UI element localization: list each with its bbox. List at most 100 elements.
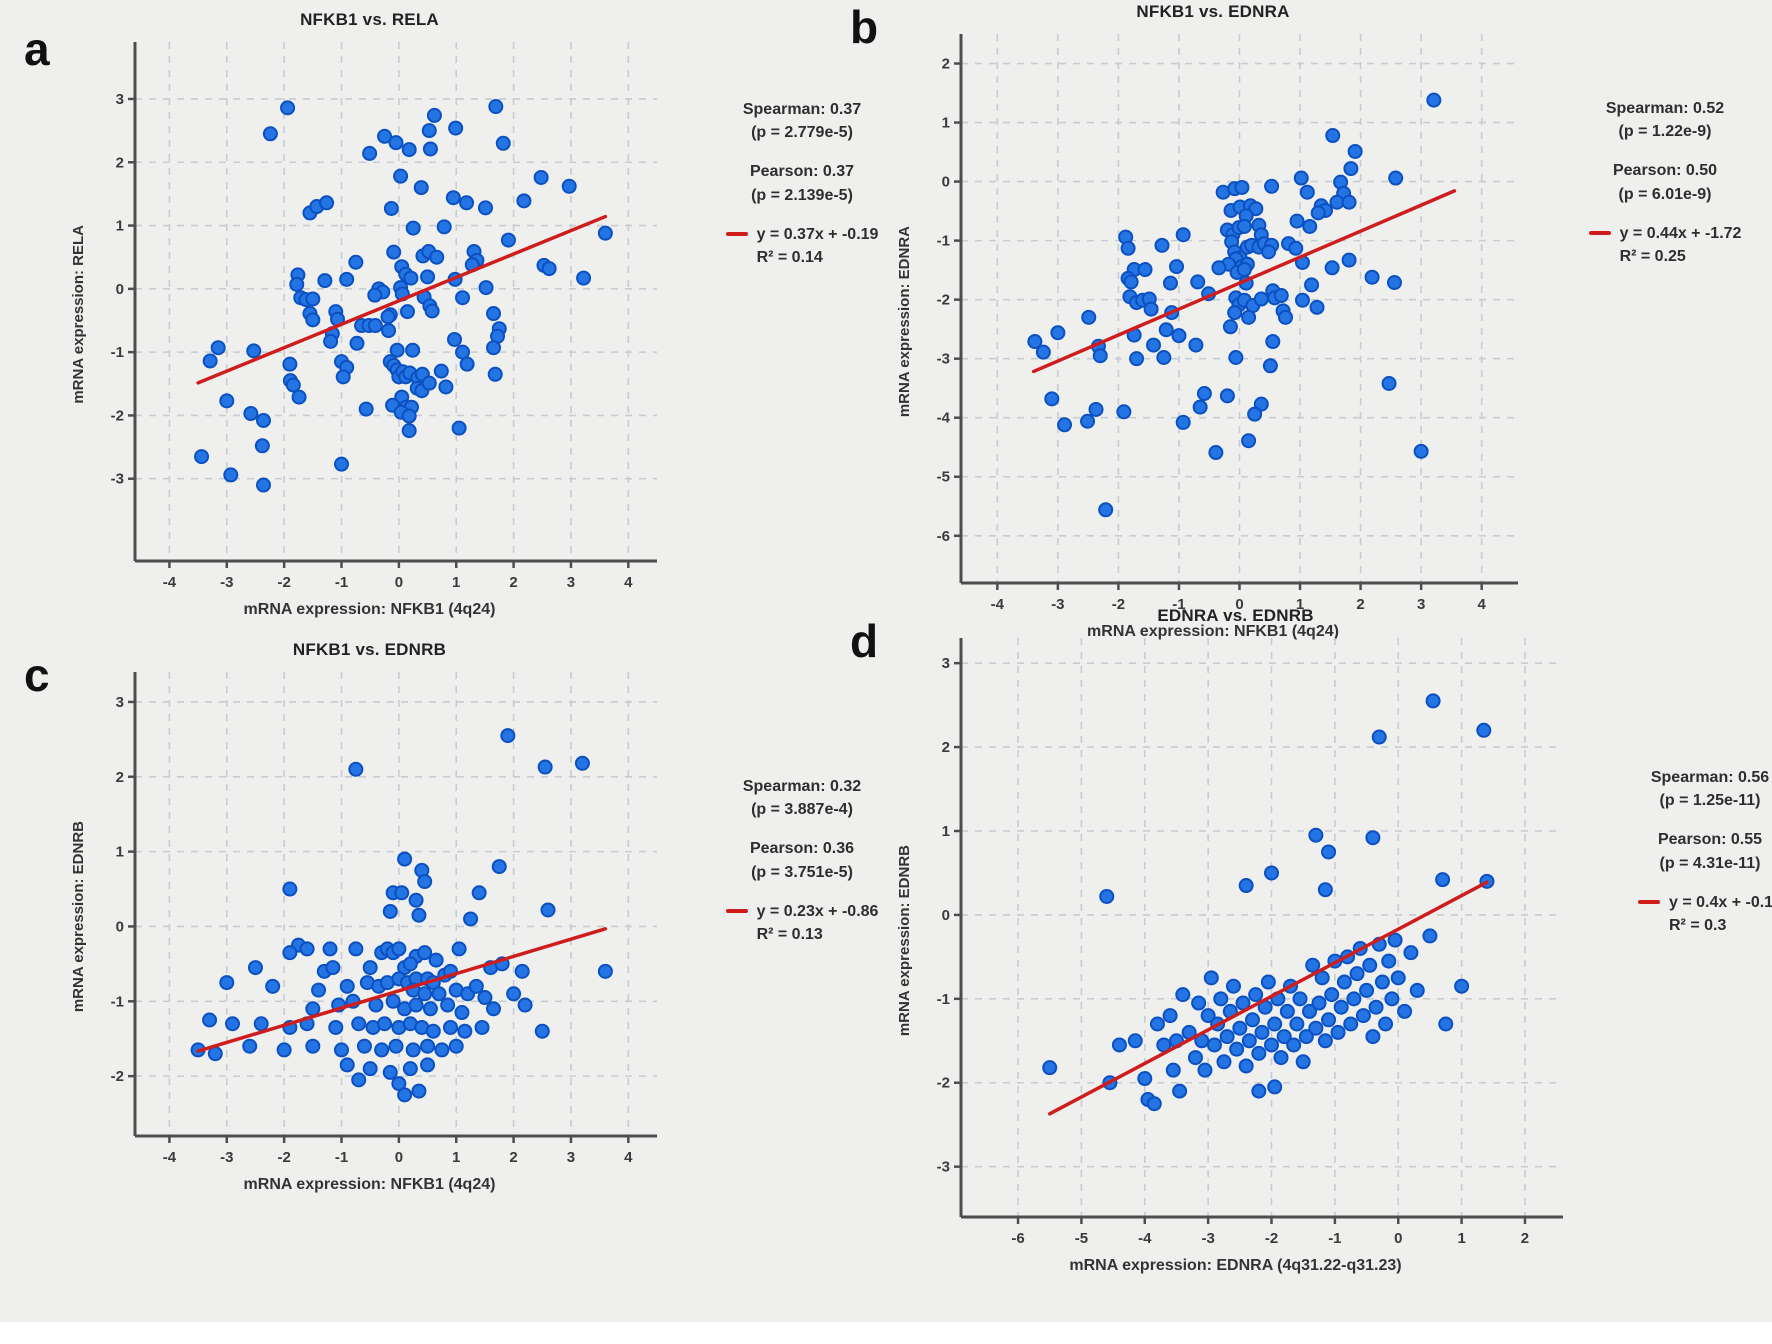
panel-letter-a: a [24,23,50,75]
r-squared-d: R² = 0.3 [1669,916,1727,934]
panel-title-d: EDNRA vs. EDNRB [1157,606,1314,625]
svg-text:-1: -1 [1172,596,1185,613]
regression-equation-b: y = 0.44x + -1.72 [1619,224,1742,242]
r-squared-a: R² = 0.14 [756,248,823,266]
svg-text:0: 0 [942,174,950,191]
svg-text:-2: -2 [1112,596,1125,613]
svg-text:2: 2 [1521,1230,1529,1247]
svg-text:0: 0 [116,281,124,298]
svg-text:-2: -2 [111,407,124,424]
regression-equation-a: y = 0.37x + -0.19 [756,225,879,243]
svg-text:3: 3 [942,655,950,672]
svg-text:-3: -3 [1051,596,1064,613]
spearman-pvalue-c: (p = 3.887e-4) [751,801,853,819]
panel-title-a: NFKB1 vs. RELA [300,10,439,29]
spearman-pvalue-a: (p = 2.779e-5) [751,124,853,142]
panel-title-c: NFKB1 vs. EDNRB [292,640,447,659]
svg-text:0: 0 [395,574,403,591]
svg-text:-4: -4 [937,410,951,427]
spearman-value-a: Spearman: 0.37 [742,101,862,118]
pearson-value-b: Pearson: 0.50 [1612,162,1718,180]
stats-panel-a: Spearman: 0.37 (p = 2.779e-5) Pearson: 0… [673,98,931,269]
svg-text:-3: -3 [220,574,233,591]
panel-c: c NFKB1 vs. EDNRB mRNA expression: EDNRB… [24,640,931,1194]
svg-text:1: 1 [116,844,124,861]
svg-text:2: 2 [942,56,950,73]
svg-text:-3: -3 [111,471,124,488]
x-axis-label-d: mRNA expression: EDNRA (4q31.22-q31.23) [1069,1257,1402,1274]
scatter-plot-b: -4 -3 -2 -1 0 1 2 3 4 -6 -5 -4 -3 -2 -1 0 1 2 [937,34,1518,613]
scatter-plot-d: -6 -5 -4 -3 -2 -1 0 1 2 -3 -2 -1 0 1 2 3 [937,638,1563,1247]
svg-text:2: 2 [942,739,950,756]
svg-text:-1: -1 [335,1149,348,1166]
panel-b: b NFKB1 vs. EDNRA mRNA expression: EDNRA… [850,2,1772,641]
svg-text:1: 1 [1457,1230,1465,1247]
svg-text:-6: -6 [1011,1230,1024,1247]
svg-text:-6: -6 [937,528,950,545]
y-axis-label-c: mRNA expression: EDNRB [70,821,87,1013]
stats-panel-c: Spearman: 0.32 (p = 3.887e-4) Pearson: 0… [673,775,931,946]
spearman-pvalue-d: (p = 1.25e-11) [1659,792,1761,810]
regression-equation-d: y = 0.4x + -0.17 [1669,893,1772,911]
svg-text:-2: -2 [277,574,290,591]
svg-text:-3: -3 [220,1149,233,1166]
svg-text:3: 3 [116,694,124,711]
scatter-plot-a: -4 -3 -2 -1 0 1 2 3 4 -3 -2 -1 0 1 2 3 [111,42,657,591]
y-axis-label-b: mRNA expression: EDNRA [896,225,913,418]
svg-text:1: 1 [452,574,460,591]
svg-text:1: 1 [942,115,950,132]
pearson-value-d: Pearson: 0.55 [1657,831,1763,849]
svg-text:2: 2 [509,1149,517,1166]
svg-text:1: 1 [116,218,124,235]
svg-text:-5: -5 [1075,1230,1088,1247]
r-squared-c: R² = 0.13 [756,925,823,943]
svg-text:-3: -3 [937,351,950,368]
svg-text:-2: -2 [277,1149,290,1166]
svg-text:-1: -1 [937,233,950,250]
spearman-value-d: Spearman: 0.56 [1650,769,1770,786]
panel-letter-c: c [24,649,50,701]
pearson-pvalue-b: (p = 6.01e-9) [1618,185,1712,203]
panel-a: a NFKB1 vs. RELA mRNA expression: RELA -… [24,10,931,619]
x-axis-label-b: mRNA expression: NFKB1 (4q24) [1087,623,1339,640]
stats-panel-b: Spearman: 0.52 (p = 1.22e-9) Pearson: 0.… [1536,97,1772,268]
svg-text:1: 1 [1296,596,1304,613]
svg-text:0: 0 [395,1149,403,1166]
y-axis-label-a: mRNA expression: RELA [70,225,87,404]
svg-text:-1: -1 [111,993,124,1010]
svg-text:2: 2 [116,769,124,786]
regression-legend-dash-icon [1638,899,1660,904]
scatter-plot-c: -4 -3 -2 -1 0 1 2 3 4 -2 -1 0 1 2 3 [111,672,657,1166]
svg-text:-3: -3 [937,1159,950,1176]
svg-text:-1: -1 [1328,1230,1341,1247]
spearman-pvalue-b: (p = 1.22e-9) [1618,123,1712,141]
spearman-value-c: Spearman: 0.32 [742,778,862,795]
svg-text:-5: -5 [937,469,950,486]
svg-text:0: 0 [116,918,124,935]
pearson-value-a: Pearson: 0.37 [749,163,855,181]
regression-legend-dash-icon [1588,230,1611,235]
r-squared-b: R² = 0.25 [1619,247,1686,265]
svg-text:2: 2 [509,574,517,591]
svg-text:4: 4 [624,1149,633,1166]
svg-text:3: 3 [1417,596,1425,613]
svg-text:-2: -2 [111,1068,124,1085]
svg-text:-2: -2 [937,1075,950,1092]
pearson-value-c: Pearson: 0.36 [749,840,855,858]
svg-text:2: 2 [1356,596,1364,613]
svg-text:-2: -2 [937,292,950,309]
svg-text:0: 0 [942,907,950,924]
svg-text:-1: -1 [937,991,950,1008]
pearson-pvalue-a: (p = 2.139e-5) [751,186,853,204]
svg-text:3: 3 [567,1149,575,1166]
svg-text:3: 3 [116,91,124,108]
svg-text:-2: -2 [1265,1230,1278,1247]
x-axis-label-a: mRNA expression: NFKB1 (4q24) [243,601,496,618]
x-axis-label-c: mRNA expression: NFKB1 (4q24) [243,1176,496,1193]
y-axis-label-d: mRNA expression: EDNRB [896,844,913,1037]
svg-text:-4: -4 [1138,1230,1152,1247]
svg-text:0: 0 [1394,1230,1402,1247]
svg-text:0: 0 [1235,596,1243,613]
pearson-pvalue-d: (p = 4.31e-11) [1659,854,1761,872]
